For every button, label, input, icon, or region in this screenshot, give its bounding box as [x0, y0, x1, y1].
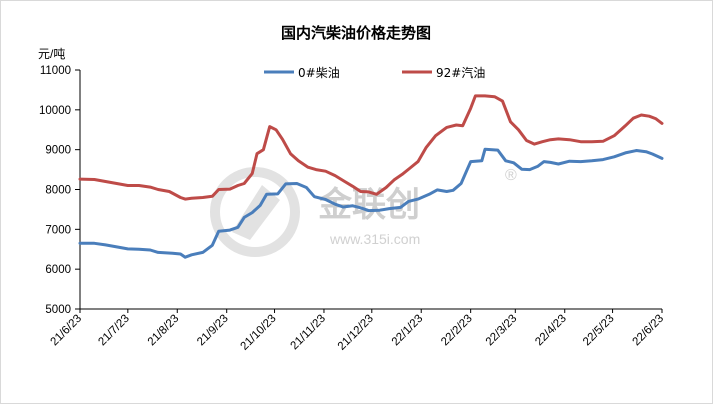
x-tick-label: 21/10/23 [239, 313, 279, 353]
y-tick-label: 7000 [45, 224, 71, 236]
legend-label-gasoline: 92#汽油 [436, 65, 485, 80]
legend-label-diesel: 0#柴油 [298, 66, 340, 80]
watermark: 金联创 ® www.315i.com [210, 167, 517, 257]
x-tick-label: 22/2/23 [439, 313, 475, 349]
x-tick-label: 21/9/23 [195, 313, 231, 349]
x-tick-label: 21/8/23 [146, 313, 182, 349]
y-tick-label: 5000 [45, 304, 71, 316]
y-tick-label: 10000 [39, 105, 71, 117]
x-tick-label: 22/6/23 [631, 313, 667, 349]
watermark-logo-ring [210, 167, 300, 257]
series-line-diesel [78, 147, 664, 259]
x-tick-label: 21/6/23 [49, 313, 85, 349]
x-tick-label: 21/11/23 [289, 313, 329, 353]
x-tick-label: 22/4/23 [533, 313, 569, 349]
watermark-logo-slash [232, 185, 280, 240]
y-tick-label: 11000 [40, 65, 71, 77]
x-tick-label: 22/1/23 [390, 313, 426, 349]
x-tick-label: 22/5/23 [581, 313, 617, 349]
y-axis-ticks: 5000 6000 7000 8000 9000 10000 11000 [39, 65, 80, 316]
x-axis-ticks: 21/6/23 21/7/23 21/8/23 21/9/23 21/10/23 21/1… [49, 309, 667, 353]
watermark-url: www.315i.com [329, 231, 420, 247]
y-tick-label: 9000 [45, 145, 71, 157]
series-group [78, 94, 664, 259]
x-tick-label: 22/3/23 [484, 313, 520, 349]
legend: 0#柴油 92#汽油 [264, 65, 485, 80]
y-axis-label: 元/吨 [38, 47, 65, 61]
watermark-registered-mark: ® [505, 167, 517, 184]
x-tick-label: 21/12/23 [336, 313, 376, 353]
y-tick-label: 6000 [45, 264, 71, 276]
x-tick-label: 21/7/23 [96, 313, 132, 349]
chart-title: 国内汽柴油价格走势图 [281, 24, 431, 42]
series-line-gasoline [78, 94, 664, 201]
y-tick-label: 8000 [45, 185, 71, 197]
